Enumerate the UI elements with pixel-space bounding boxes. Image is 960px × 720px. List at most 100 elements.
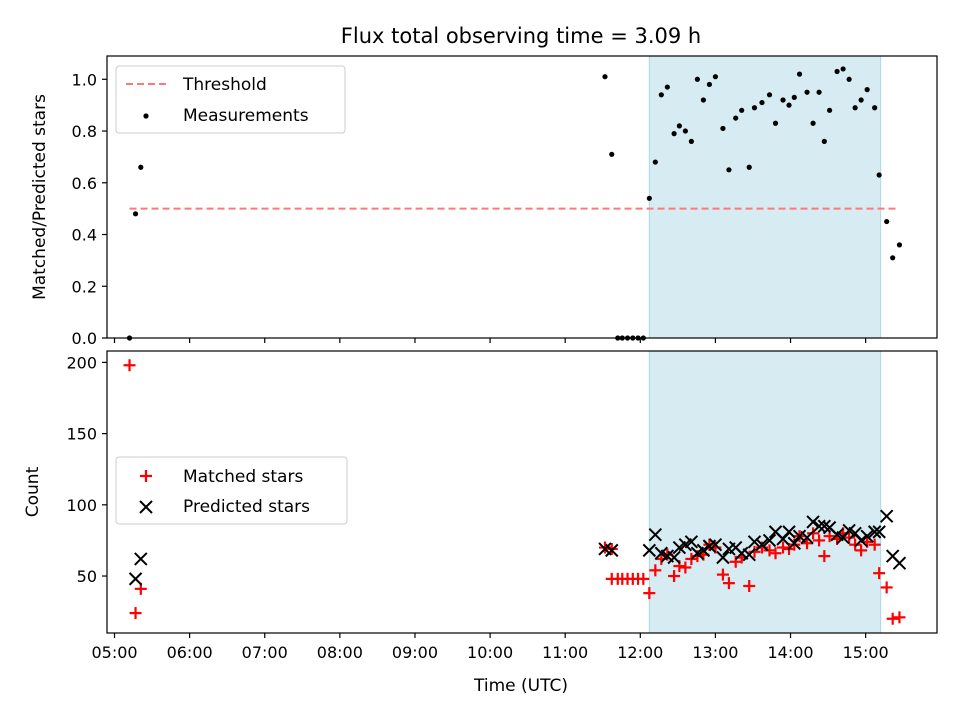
predicted-star-point [806,515,820,529]
matched-star-point [855,544,868,557]
bottom-legend-box [115,456,348,525]
bottom-panel-frame [106,350,938,634]
top-panel: 0.0 0.2 0.4 0.6 0.8 1.0 Matched/Predicted sta… [30,55,938,348]
bottom-y-axis-label: Count [23,466,43,517]
measurement-point [676,123,682,129]
measurement-point [821,138,827,144]
matched-star-point [893,611,906,624]
measurement-point [796,71,803,77]
observing-span [648,55,882,339]
measurement-point [759,99,765,106]
x-tick-label: 12:00 [617,643,663,662]
y-tick-label: 0.2 [72,277,97,296]
top-panel-frame [106,55,938,339]
predicted-star-point [648,528,663,542]
measurement-point [876,172,882,178]
measurement-point [652,159,658,165]
bottom-panel: 50 100 150 200 05:00 06:00 07:00 08:00 09:00 10:… [23,350,938,696]
y-tick-label: 100 [66,496,97,515]
measurement-point [852,105,858,111]
measurements-legend-label: Measurements [183,106,309,126]
predicted-star-point [872,525,886,539]
measurement-point [826,107,833,113]
measurement-point [834,68,840,75]
x-tick-label: 14:00 [767,643,813,662]
x-tick-label: 05:00 [91,643,137,662]
measurement-point [694,76,700,82]
predicted-star-point [128,572,143,586]
matched-star-point [637,572,650,585]
y-tick-label: 50 [77,567,97,586]
measurement-point [896,242,903,248]
measurement-point [890,255,896,261]
x-tick-label: 13:00 [692,643,738,662]
measurement-point [646,195,652,201]
predicted-star-point [800,530,814,545]
predicted-star-point [867,525,882,539]
measurement-point [884,218,890,225]
measurement-point [664,84,670,90]
measurement-point [746,164,752,170]
matched-star-point [807,527,820,540]
measurement-point [864,87,870,93]
measurement-point [609,151,615,157]
predicted-star-point [742,547,756,562]
top-legend-box [115,65,346,134]
matched-star-point [880,581,893,594]
matched-star-point [849,538,862,551]
matched-star-point [801,537,814,550]
y-tick-label: 0.6 [72,174,97,193]
measurement-point [840,66,846,72]
matched-star-point [843,531,856,544]
predicted-star-point [892,556,907,570]
matched-star-point [763,544,776,557]
predicted-star-point [696,543,711,558]
y-tick-label: 1.0 [72,70,97,89]
measurement-point [804,89,810,95]
matched-star-point [818,550,831,563]
x-tick-label: 08:00 [317,643,363,662]
measurement-point [132,211,139,217]
matched-star-point [716,568,729,581]
measurement-point [712,74,719,80]
measurement-point [872,105,878,111]
matched-star-point [743,580,756,592]
matched-legend-label: Matched stars [183,467,303,487]
matched-star-point [729,555,742,568]
matched-star-point [649,564,662,577]
matched-star-point [668,570,681,583]
top-y-axis-label: Matched/Predicted stars [30,94,50,300]
predicted-star-point [755,537,769,552]
matched-star-point [777,541,790,554]
y-tick-label: 0.4 [72,226,97,245]
matched-legend-swatch [140,470,152,482]
predicted-star-point [762,533,777,548]
y-tick-label: 150 [66,425,97,444]
predicted-star-point [787,536,801,550]
predicted-star-point [747,535,762,549]
measurement-point [751,105,758,111]
x-tick-label: 09:00 [392,643,438,662]
matched-star-point [679,561,692,574]
measurements-legend-swatch [143,113,149,119]
measurement-point [671,131,677,137]
measurement-point [766,92,773,98]
predicted-star-point [860,529,874,543]
measurement-point [816,89,822,95]
predicted-star-point [684,535,699,549]
measurement-point [772,120,779,126]
predicted-star-point [134,552,148,566]
matched-star-point [722,577,735,590]
measurement-point [720,125,726,132]
x-tick-label: 15:00 [843,643,889,662]
measurement-point [791,94,797,100]
predicted-star-point [642,543,657,558]
measurement-point [733,115,739,121]
measurement-point [682,128,688,134]
matched-star-point [748,545,761,558]
predicted-star-point [879,509,894,523]
measurement-point [658,92,664,98]
x-axis-label: Time (UTC) [473,676,568,696]
predicted-star-point [708,537,723,552]
